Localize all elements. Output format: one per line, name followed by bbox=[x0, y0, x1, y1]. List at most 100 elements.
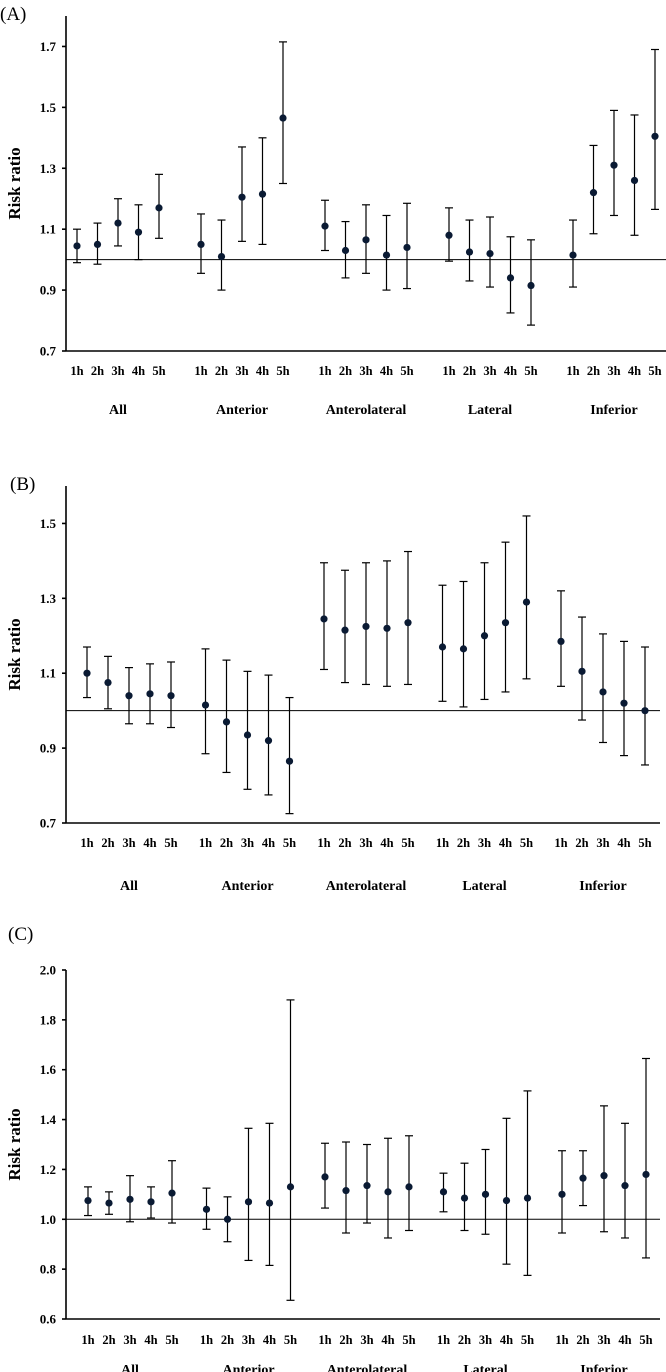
hour-tick-label: 1h bbox=[199, 836, 212, 850]
hour-tick-label: 1h bbox=[80, 836, 93, 850]
data-point bbox=[460, 1194, 469, 1202]
group-label: Lateral bbox=[462, 879, 506, 894]
data-point bbox=[557, 637, 565, 645]
y-tick-label: 0.8 bbox=[40, 1262, 57, 1277]
data-point bbox=[217, 252, 226, 261]
hour-tick-label: 1h bbox=[318, 1333, 331, 1347]
group-label: Lateral bbox=[463, 1363, 507, 1372]
y-axis-title: Risk ratio bbox=[5, 1108, 24, 1180]
data-point bbox=[362, 622, 370, 631]
data-point bbox=[403, 243, 411, 252]
y-tick-label: 1.8 bbox=[40, 1012, 57, 1027]
y-tick-label: 1.5 bbox=[40, 516, 57, 531]
data-point bbox=[341, 626, 349, 634]
data-point bbox=[501, 619, 510, 627]
hour-tick-label: 1h bbox=[81, 1333, 94, 1347]
hour-tick-label: 1h bbox=[317, 836, 330, 850]
data-point bbox=[600, 1172, 608, 1180]
hour-tick-label: 1h bbox=[442, 364, 455, 378]
hour-tick-label: 2h bbox=[575, 836, 588, 850]
hour-tick-label: 5h bbox=[401, 836, 414, 850]
hour-tick-label: 5h bbox=[165, 1333, 178, 1347]
hour-tick-label: 5h bbox=[283, 836, 296, 850]
hour-tick-label: 2h bbox=[338, 836, 351, 850]
y-axis-title: Risk ratio bbox=[5, 618, 24, 690]
risk-ratio-chart-panel-c: (C) 0.6 0.8 1.0 1.2 1.4 1.6 1.8 2.0 Risk ratio 1h 2… bbox=[5, 924, 660, 1372]
y-tick-label: 1.3 bbox=[40, 591, 57, 606]
hour-tick-label: 3h bbox=[235, 364, 248, 378]
hour-tick-label: 1h bbox=[436, 836, 449, 850]
data-point bbox=[362, 236, 370, 244]
data-point bbox=[126, 1195, 134, 1203]
hour-tick-label: 2h bbox=[102, 1333, 115, 1347]
data-point bbox=[527, 281, 535, 290]
hour-tick-label: 3h bbox=[111, 364, 124, 378]
hour-tick-label: 4h bbox=[143, 836, 156, 850]
hour-tick-label: 1h bbox=[318, 364, 331, 378]
hour-tick-label: 3h bbox=[483, 364, 496, 378]
data-point bbox=[651, 132, 659, 140]
hour-tick-label: 4h bbox=[263, 1333, 276, 1347]
data-point bbox=[243, 731, 252, 739]
data-point bbox=[265, 1199, 274, 1207]
data-point bbox=[438, 643, 447, 651]
hour-tick-label: 5h bbox=[400, 364, 413, 378]
data-point bbox=[610, 161, 618, 169]
risk-ratio-chart-panel-b: (B) 0.7 0.9 1.1 1.3 1.5 Risk ratio 1h 2h 3h 4h 5h Al… bbox=[5, 474, 660, 894]
hour-tick-label: 3h bbox=[359, 836, 372, 850]
hour-tick-label: 5h bbox=[521, 1333, 534, 1347]
group-label: Lateral bbox=[468, 403, 512, 418]
hour-tick-label: 4h bbox=[144, 1333, 157, 1347]
data-point bbox=[439, 1188, 448, 1196]
hour-tick-label: 4h bbox=[499, 836, 512, 850]
data-point bbox=[642, 1170, 650, 1179]
data-point bbox=[105, 1199, 113, 1207]
data-point bbox=[481, 1190, 490, 1198]
y-tick-label: 1.3 bbox=[40, 161, 57, 176]
hour-tick-label: 3h bbox=[596, 836, 609, 850]
data-point bbox=[486, 249, 494, 258]
data-point bbox=[222, 718, 231, 726]
y-tick-label: 2.0 bbox=[40, 963, 56, 978]
hour-tick-label: 2h bbox=[339, 364, 352, 378]
hour-tick-label: 4h bbox=[504, 364, 517, 378]
group-label: All bbox=[120, 879, 138, 894]
data-point bbox=[404, 619, 412, 627]
hour-tick-label: 1h bbox=[554, 836, 567, 850]
hour-tick-label: 4h bbox=[500, 1333, 513, 1347]
data-point bbox=[201, 701, 210, 709]
data-point bbox=[197, 240, 205, 249]
y-tick-label: 1.4 bbox=[40, 1112, 57, 1127]
hour-tick-label: 1h bbox=[555, 1333, 568, 1347]
data-point bbox=[382, 251, 391, 259]
data-point bbox=[104, 678, 112, 687]
data-point bbox=[480, 632, 489, 640]
group-label: Anterior bbox=[221, 879, 273, 894]
hour-tick-label: 1h bbox=[70, 364, 83, 378]
y-tick-label: 0.9 bbox=[40, 741, 57, 756]
data-point bbox=[363, 1182, 371, 1190]
group-label: Anterolateral bbox=[326, 879, 407, 894]
hour-tick-label: 3h bbox=[478, 836, 491, 850]
hour-tick-label: 4h bbox=[380, 364, 393, 378]
hour-tick-label: 5h bbox=[152, 364, 165, 378]
group-label: Anterolateral bbox=[326, 403, 407, 418]
hour-tick-label: 2h bbox=[587, 364, 600, 378]
data-point bbox=[168, 1189, 176, 1197]
hour-tick-label: 4h bbox=[262, 836, 275, 850]
hour-tick-label: 3h bbox=[597, 1333, 610, 1347]
hour-tick-label: 2h bbox=[221, 1333, 234, 1347]
hour-tick-label: 2h bbox=[463, 364, 476, 378]
data-point bbox=[523, 1194, 532, 1202]
group-label: Anterior bbox=[216, 403, 268, 418]
y-tick-label: 1.5 bbox=[40, 100, 57, 115]
data-point bbox=[578, 667, 586, 675]
hour-tick-label: 3h bbox=[123, 1333, 136, 1347]
data-point bbox=[579, 1174, 587, 1182]
y-tick-label: 0.6 bbox=[40, 1312, 57, 1327]
data-point bbox=[641, 707, 649, 715]
data-point bbox=[620, 699, 628, 707]
hour-tick-label: 2h bbox=[220, 836, 233, 850]
hour-tick-label: 4h bbox=[618, 1333, 631, 1347]
data-point bbox=[445, 231, 453, 239]
